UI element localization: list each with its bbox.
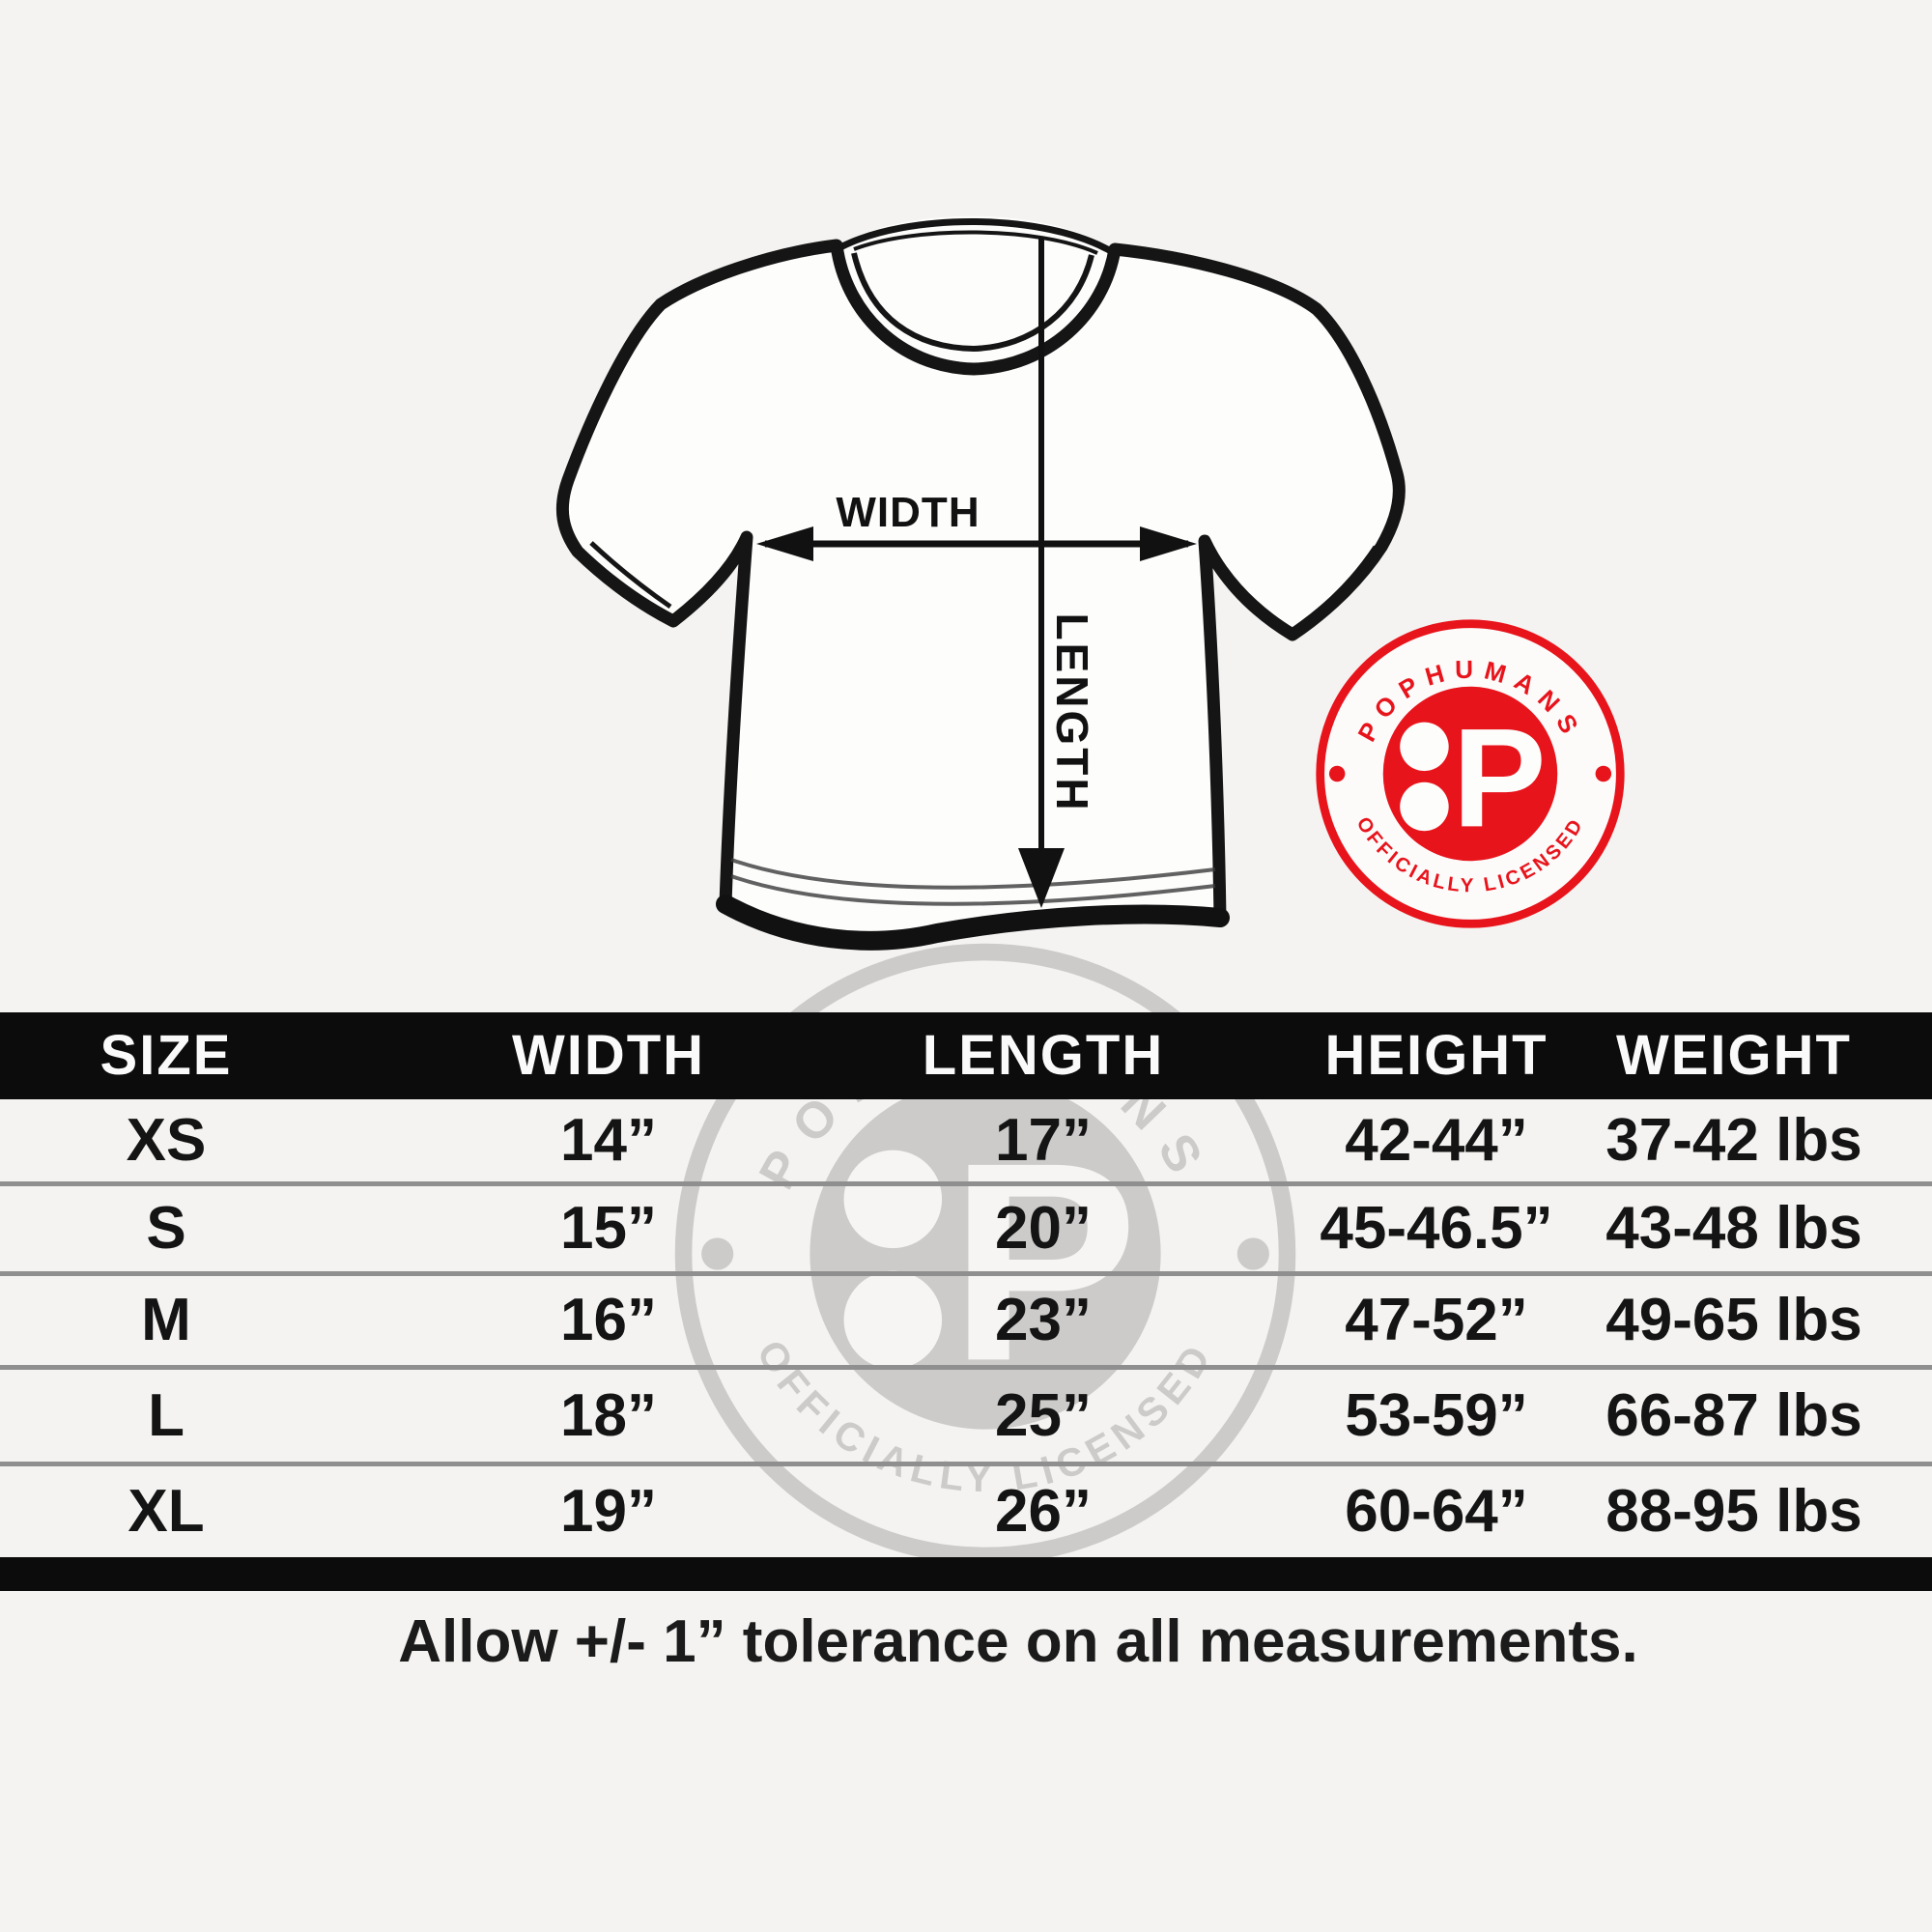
badge-colon-top — [1400, 722, 1449, 772]
row-separator — [0, 1181, 1932, 1186]
cell-width: 15” — [560, 1195, 657, 1262]
cell-weight: 49-65 lbs — [1605, 1287, 1862, 1353]
cell-width: 14” — [560, 1107, 657, 1174]
row-label: L — [148, 1382, 185, 1449]
cell-length: 23” — [995, 1287, 1092, 1353]
tshirt-right-cuff-line — [1296, 545, 1378, 629]
row-separator — [0, 1462, 1932, 1466]
width-arrow-left-head — [756, 526, 813, 561]
row-label: XL — [128, 1478, 205, 1545]
badge-colon-bottom — [1400, 781, 1449, 832]
watermark-left-dot — [701, 1237, 734, 1270]
cell-length: 20” — [995, 1195, 1092, 1262]
tshirt-hem-stitch-2 — [730, 874, 1216, 906]
row-separator — [0, 1271, 1932, 1276]
tolerance-note: Allow +/- 1” tolerance on all measuremen… — [398, 1608, 1638, 1675]
tshirt-collar-ribbing — [851, 252, 1094, 353]
watermark-colon-top — [843, 1150, 943, 1249]
column-header-width: WIDTH — [511, 1024, 706, 1087]
cell-height: 47-52” — [1345, 1287, 1528, 1353]
table-row-m: M 16” 23” 47-52” 49-65 lbs — [0, 1276, 1932, 1365]
cell-length: 26” — [995, 1478, 1092, 1545]
cell-length: 25” — [995, 1382, 1092, 1449]
tshirt-back-collar-line — [838, 218, 1113, 255]
table-bottom-bar — [0, 1557, 1932, 1591]
cell-width: 18” — [560, 1382, 657, 1449]
tshirt-hem-stitch-1 — [730, 858, 1216, 890]
cell-height: 60-64” — [1345, 1478, 1528, 1545]
tshirt-hem — [716, 895, 1230, 951]
row-separator — [0, 1365, 1932, 1370]
tshirt-left-cuff-line — [589, 541, 672, 610]
cell-width: 19” — [560, 1478, 657, 1545]
table-row-s: S 15” 20” 45-46.5” 43-48 lbs — [0, 1186, 1932, 1271]
badge-left-dot — [1328, 765, 1346, 782]
cell-weight: 37-42 lbs — [1605, 1107, 1862, 1174]
watermark-badge: POPHUMANS OFFICIALLY LICENSED P — [674, 943, 1296, 1565]
cell-weight: 88-95 lbs — [1605, 1478, 1862, 1545]
watermark-right-dot — [1236, 1237, 1269, 1270]
cell-length: 17” — [995, 1107, 1092, 1174]
length-arrow-head — [1018, 848, 1065, 908]
tshirt-diagram: WIDTH LENGTH — [555, 215, 1406, 951]
pophumans-badge: POPHUMANS OFFICIALLY LICENSED P — [1316, 619, 1625, 928]
row-label: XS — [126, 1107, 207, 1174]
width-arrow-right-head — [1140, 526, 1197, 561]
column-header-length: LENGTH — [922, 1024, 1165, 1087]
cell-height: 53-59” — [1345, 1382, 1528, 1449]
cell-width: 16” — [560, 1287, 657, 1353]
length-label: LENGTH — [1047, 612, 1097, 812]
table-row-xs: XS 14” 17” 42-44” 37-42 lbs — [0, 1099, 1932, 1181]
column-header-size: SIZE — [99, 1024, 233, 1087]
table-header-bar: SIZE WIDTH LENGTH HEIGHT WEIGHT — [0, 1012, 1932, 1099]
cell-weight: 66-87 lbs — [1605, 1382, 1862, 1449]
column-header-height: HEIGHT — [1324, 1024, 1548, 1087]
cell-weight: 43-48 lbs — [1605, 1195, 1862, 1262]
table-row-xl: XL 19” 26” 60-64” 88-95 lbs — [0, 1466, 1932, 1557]
tshirt-back-collar-inner-line — [853, 230, 1098, 255]
cell-height: 42-44” — [1345, 1107, 1528, 1174]
table-row-l: L 18” 25” 53-59” 66-87 lbs — [0, 1370, 1932, 1462]
row-label: S — [146, 1195, 186, 1262]
width-label: WIDTH — [836, 489, 980, 536]
cell-height: 45-46.5” — [1320, 1195, 1553, 1262]
row-label: M — [141, 1287, 191, 1353]
badge-logo-letter: P — [1453, 698, 1547, 856]
watermark-outer-ring — [674, 943, 1296, 1565]
badge-right-dot — [1595, 765, 1612, 782]
column-header-weight: WEIGHT — [1616, 1024, 1852, 1087]
watermark-colon-bottom — [843, 1270, 943, 1370]
